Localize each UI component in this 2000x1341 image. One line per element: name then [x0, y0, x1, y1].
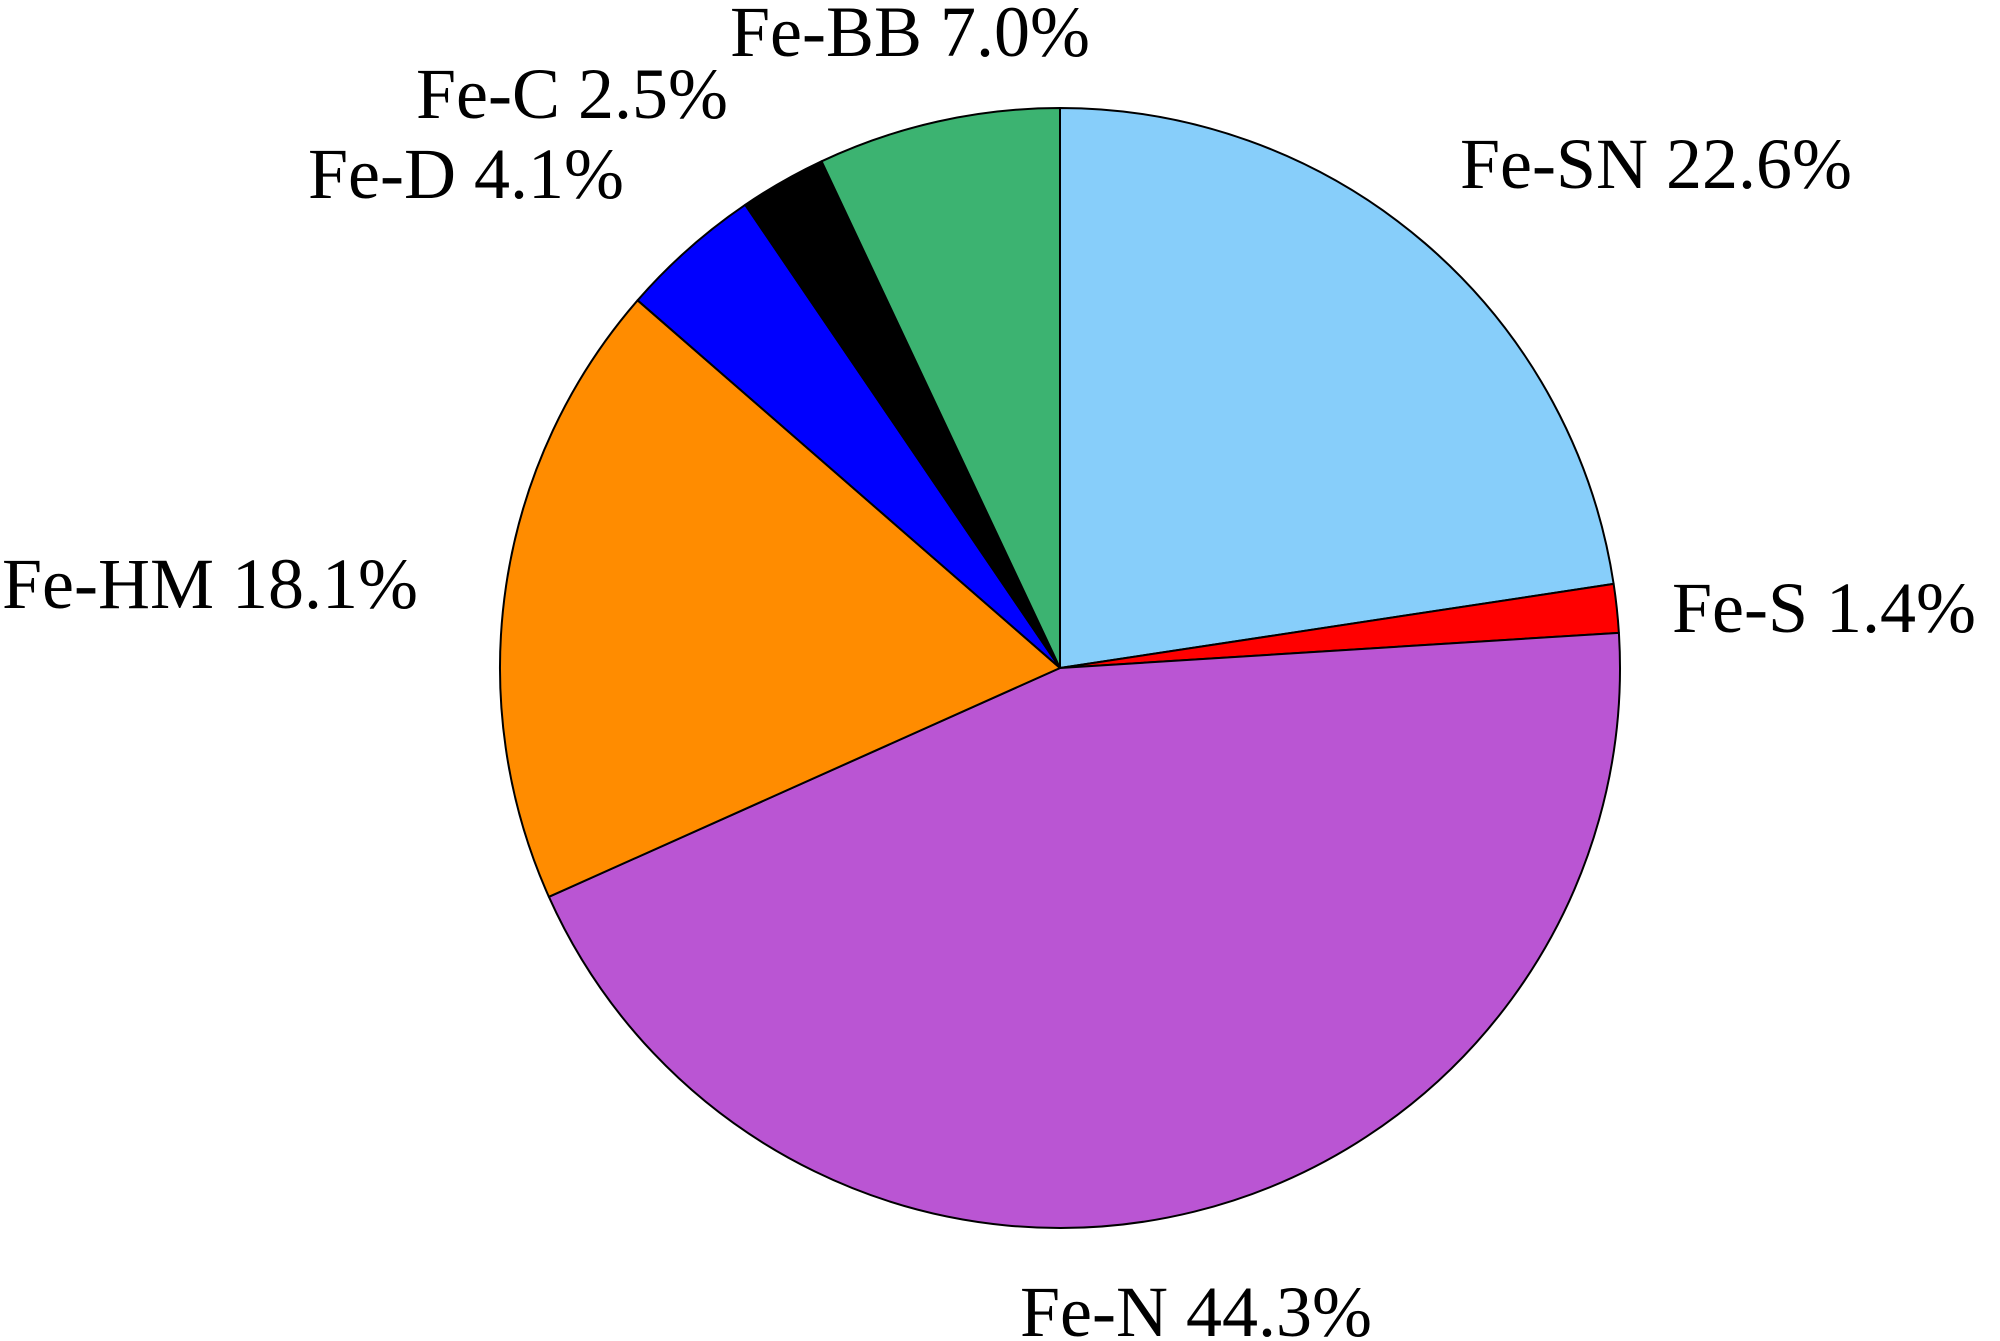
slice-label-fe-sn: Fe-SN 22.6%	[1460, 124, 1852, 204]
slice-label-fe-hm: Fe-HM 18.1%	[2, 544, 418, 624]
pie-slice-fe-sn	[1059, 107, 1615, 669]
slice-label-fe-d: Fe-D 4.1%	[308, 134, 624, 214]
pie-slice-fe-bb	[820, 107, 1061, 669]
pie-slices	[499, 107, 1621, 1229]
pie-slice-fe-n	[547, 631, 1621, 1229]
pie-slice-fe-hm	[499, 299, 1061, 898]
slice-label-fe-n: Fe-N 44.3%	[1020, 1272, 1372, 1341]
slice-label-fe-c: Fe-C 2.5%	[416, 54, 728, 134]
slice-label-fe-s: Fe-S 1.4%	[1672, 568, 1976, 648]
slice-label-fe-bb: Fe-BB 7.0%	[730, 0, 1090, 72]
